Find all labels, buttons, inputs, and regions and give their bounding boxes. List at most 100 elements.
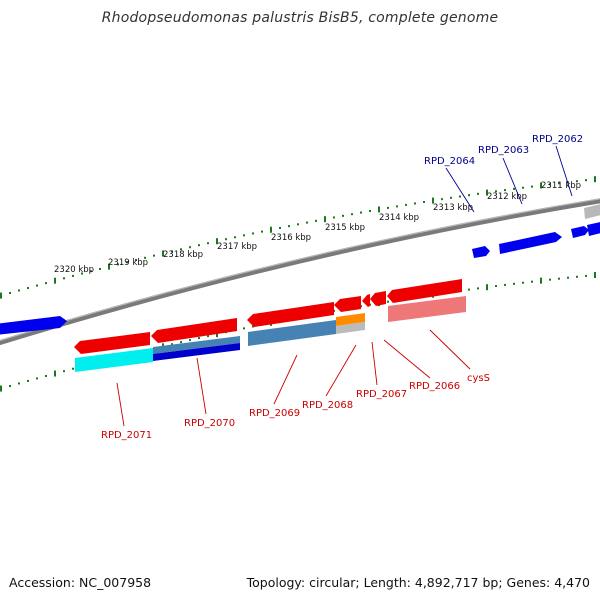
upper-track-dot bbox=[225, 238, 227, 241]
lower-track-dot bbox=[189, 339, 191, 342]
lower-track-dot bbox=[18, 382, 20, 385]
feature-gene-rpd-2070[interactable] bbox=[151, 318, 237, 343]
upper-track-dot bbox=[585, 179, 587, 182]
scale-tick-label: 2319 kbp bbox=[108, 258, 148, 268]
gene-callout-line bbox=[502, 157, 523, 205]
gene-callout-line bbox=[371, 341, 378, 386]
genome-backbone-highlight bbox=[0, 198, 600, 342]
feature-gene-rpd-2062[interactable] bbox=[571, 226, 589, 238]
lower-track-dot bbox=[522, 281, 524, 284]
lower-track-major-tick bbox=[594, 272, 596, 279]
feature-gene-rpd-2071[interactable] bbox=[74, 332, 150, 354]
gene-label[interactable]: RPD_2071 bbox=[101, 430, 152, 441]
upper-track-major-tick bbox=[486, 189, 488, 196]
lower-track-dot bbox=[549, 278, 551, 281]
gene-label[interactable]: RPD_2062 bbox=[532, 134, 583, 145]
upper-track-major-tick bbox=[108, 263, 110, 270]
lower-track-dot bbox=[36, 377, 38, 380]
lower-track-major-tick bbox=[486, 284, 488, 291]
upper-track-dot bbox=[198, 244, 200, 247]
lower-track-dot bbox=[180, 341, 182, 344]
upper-track-major-tick bbox=[162, 250, 164, 257]
lower-track-dot bbox=[198, 337, 200, 340]
accession-text: Accession: NC_007958 bbox=[9, 575, 152, 590]
gene-label[interactable]: RPD_2063 bbox=[478, 145, 529, 156]
genome-summary-text: Topology: circular; Length: 4,892,717 bp… bbox=[246, 575, 590, 590]
lower-track-dot bbox=[567, 276, 569, 279]
upper-track-dot bbox=[279, 226, 281, 229]
scale-tick-label: 2311 kbp bbox=[541, 181, 581, 191]
upper-track-dot bbox=[396, 205, 398, 208]
feature-gene-rpd-2068[interactable] bbox=[334, 296, 361, 312]
feature-gene-right-forward[interactable] bbox=[587, 221, 600, 236]
feature-left-forward-gene[interactable] bbox=[0, 316, 67, 335]
upper-track-dot bbox=[252, 232, 254, 235]
upper-track-dot bbox=[459, 195, 461, 198]
scale-tick-label: 2316 kbp bbox=[271, 233, 311, 243]
upper-track-dot bbox=[387, 206, 389, 209]
gene-callout-line bbox=[383, 339, 431, 379]
gene-label[interactable]: RPD_2066 bbox=[409, 381, 460, 392]
feature-gene-cyss[interactable] bbox=[387, 279, 462, 303]
gene-label[interactable]: RPD_2064 bbox=[424, 156, 475, 167]
box-rpd-2071-cyan bbox=[75, 348, 153, 372]
gene-label[interactable]: RPD_2070 bbox=[184, 418, 235, 429]
upper-track-dot bbox=[189, 246, 191, 249]
gene-callout-line bbox=[116, 382, 125, 427]
upper-track-dot bbox=[36, 284, 38, 287]
feature-gene-rpd-2067-b[interactable] bbox=[370, 291, 386, 306]
gene-callout-line bbox=[445, 167, 475, 213]
upper-track-major-tick bbox=[54, 277, 56, 284]
reverse-strand-features bbox=[74, 279, 462, 354]
gene-callout-line bbox=[196, 357, 207, 415]
gene-label[interactable]: RPD_2067 bbox=[356, 389, 407, 400]
lower-track-dot bbox=[468, 288, 470, 291]
upper-track-dot bbox=[549, 183, 551, 186]
feature-gene-rpd-2067-a[interactable] bbox=[362, 294, 370, 307]
upper-track-dot bbox=[441, 198, 443, 201]
lower-track-dot bbox=[27, 379, 29, 382]
upper-track-dot bbox=[99, 267, 101, 270]
upper-track-major-tick bbox=[594, 176, 596, 183]
lower-track-dot bbox=[387, 300, 389, 303]
feature-gene-rpd-2069[interactable] bbox=[247, 302, 334, 327]
upper-track-dot bbox=[72, 274, 74, 277]
upper-track-dot bbox=[576, 180, 578, 183]
upper-track-dot bbox=[153, 254, 155, 257]
lower-track-dot bbox=[585, 274, 587, 277]
map-title: Rhodopseudomonas palustris BisB5, comple… bbox=[101, 10, 499, 26]
lower-track-major-tick bbox=[0, 385, 2, 392]
upper-track-dot bbox=[513, 187, 515, 190]
gene-label[interactable]: RPD_2069 bbox=[249, 408, 300, 419]
upper-track-major-tick bbox=[378, 206, 380, 213]
scale-tick-labels: 2311 kbp 2312 kbp 2313 kbp 2314 kbp 2315 kbp… bbox=[54, 181, 581, 275]
upper-track-dot bbox=[360, 211, 362, 214]
scale-tick-label: 2318 kbp bbox=[163, 250, 203, 260]
box-rpd-2068-grey bbox=[336, 322, 365, 334]
feature-gene-rpd-2063[interactable] bbox=[499, 232, 562, 254]
gene-callout-line bbox=[429, 329, 471, 370]
upper-track-dot bbox=[504, 189, 506, 192]
upper-track-dot bbox=[306, 221, 308, 224]
upper-track-major-tick bbox=[0, 292, 2, 299]
upper-track-major-tick bbox=[540, 182, 542, 189]
feature-gene-right-grey[interactable] bbox=[584, 203, 600, 219]
upper-track-major-tick bbox=[270, 226, 272, 233]
feature-gene-rpd-2064[interactable] bbox=[472, 246, 490, 258]
forward-strand-features bbox=[0, 203, 600, 335]
upper-track-dot bbox=[63, 277, 65, 280]
upper-track-dot bbox=[243, 234, 245, 237]
upper-track-dot bbox=[558, 182, 560, 185]
box-rpd-2068-orange bbox=[336, 313, 365, 326]
gene-label[interactable]: cysS bbox=[467, 373, 490, 384]
upper-track-dot bbox=[144, 256, 146, 259]
upper-track-major-tick bbox=[432, 197, 434, 204]
upper-track-dot bbox=[342, 214, 344, 217]
genome-backbone bbox=[0, 198, 600, 346]
upper-track-dot bbox=[81, 272, 83, 275]
lower-track-dot bbox=[45, 374, 47, 377]
upper-track-dot bbox=[90, 270, 92, 273]
upper-track-dot bbox=[477, 192, 479, 195]
gene-label[interactable]: RPD_2068 bbox=[302, 400, 353, 411]
